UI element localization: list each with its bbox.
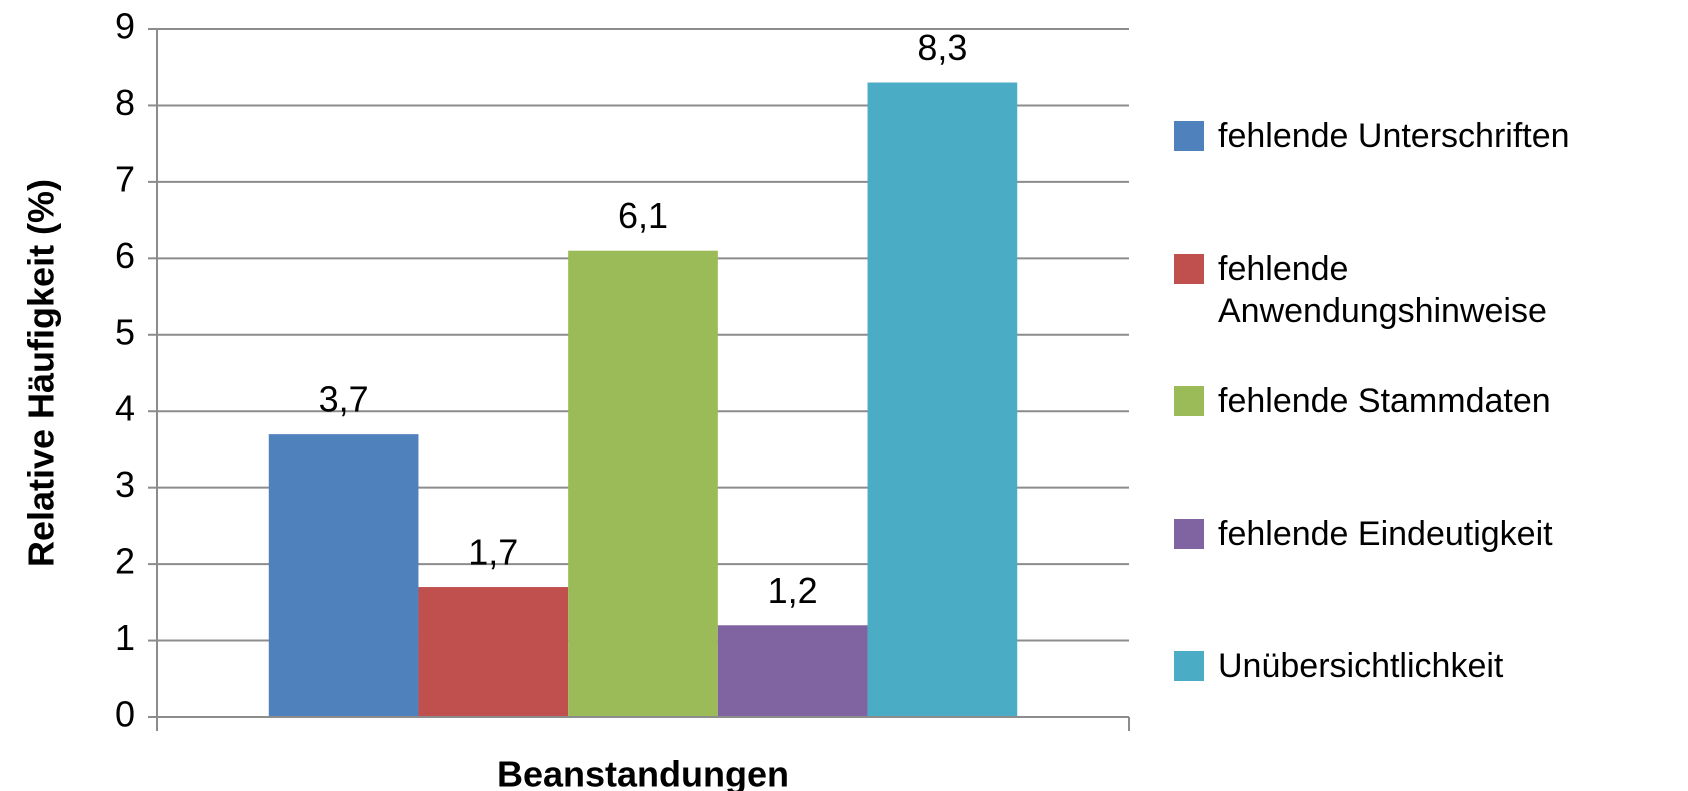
y-tick-label: 7: [115, 158, 135, 199]
data-label: 3,7: [319, 379, 369, 420]
legend-label: Unübersichtlichkeit: [1218, 647, 1504, 685]
bar: [568, 250, 718, 717]
legend-item: fehlende Eindeutigkeit: [1174, 513, 1678, 555]
data-label: 6,1: [618, 195, 668, 236]
y-tick-label: 2: [115, 541, 135, 582]
bar: [268, 434, 419, 717]
y-tick-label: 4: [115, 388, 135, 429]
legend-label: fehlende Eindeutigkeit: [1218, 515, 1553, 553]
bar: [717, 625, 868, 717]
data-label: 1,7: [468, 532, 518, 573]
legend-swatch: [1174, 651, 1204, 681]
data-label: 8,3: [917, 27, 967, 68]
bar: [867, 82, 1018, 717]
y-tick-label: 9: [115, 6, 135, 47]
legend-item: Unübersichtlichkeit: [1174, 645, 1678, 687]
legend-item: fehlende Anwendungshinweise: [1174, 248, 1678, 332]
legend-item: fehlende Unterschriften: [1174, 115, 1678, 157]
legend-swatch: [1174, 254, 1204, 284]
data-label: 1,2: [768, 570, 818, 611]
legend-swatch: [1174, 121, 1204, 151]
legend-label: fehlende Stammdaten: [1218, 382, 1551, 420]
y-axis-title: Relative Häufigkeit (%): [21, 179, 62, 567]
y-tick-label: 1: [115, 617, 135, 658]
y-tick-label: 5: [115, 311, 135, 352]
y-tick-label: 8: [115, 82, 135, 123]
y-tick-label: 0: [115, 694, 135, 735]
legend-swatch: [1174, 386, 1204, 416]
legend-label: fehlende Anwendungshinweise: [1218, 250, 1547, 330]
legend: fehlende Unterschriften fehlende Anwendun…: [1174, 0, 1674, 791]
x-tick-label: Beanstandungen: [497, 754, 789, 791]
legend-swatch: [1174, 519, 1204, 549]
bar: [418, 587, 569, 717]
y-tick-label: 3: [115, 464, 135, 505]
legend-label: fehlende Unterschriften: [1218, 117, 1570, 155]
y-tick-label: 6: [115, 235, 135, 276]
legend-item: fehlende Stammdaten: [1174, 380, 1678, 422]
